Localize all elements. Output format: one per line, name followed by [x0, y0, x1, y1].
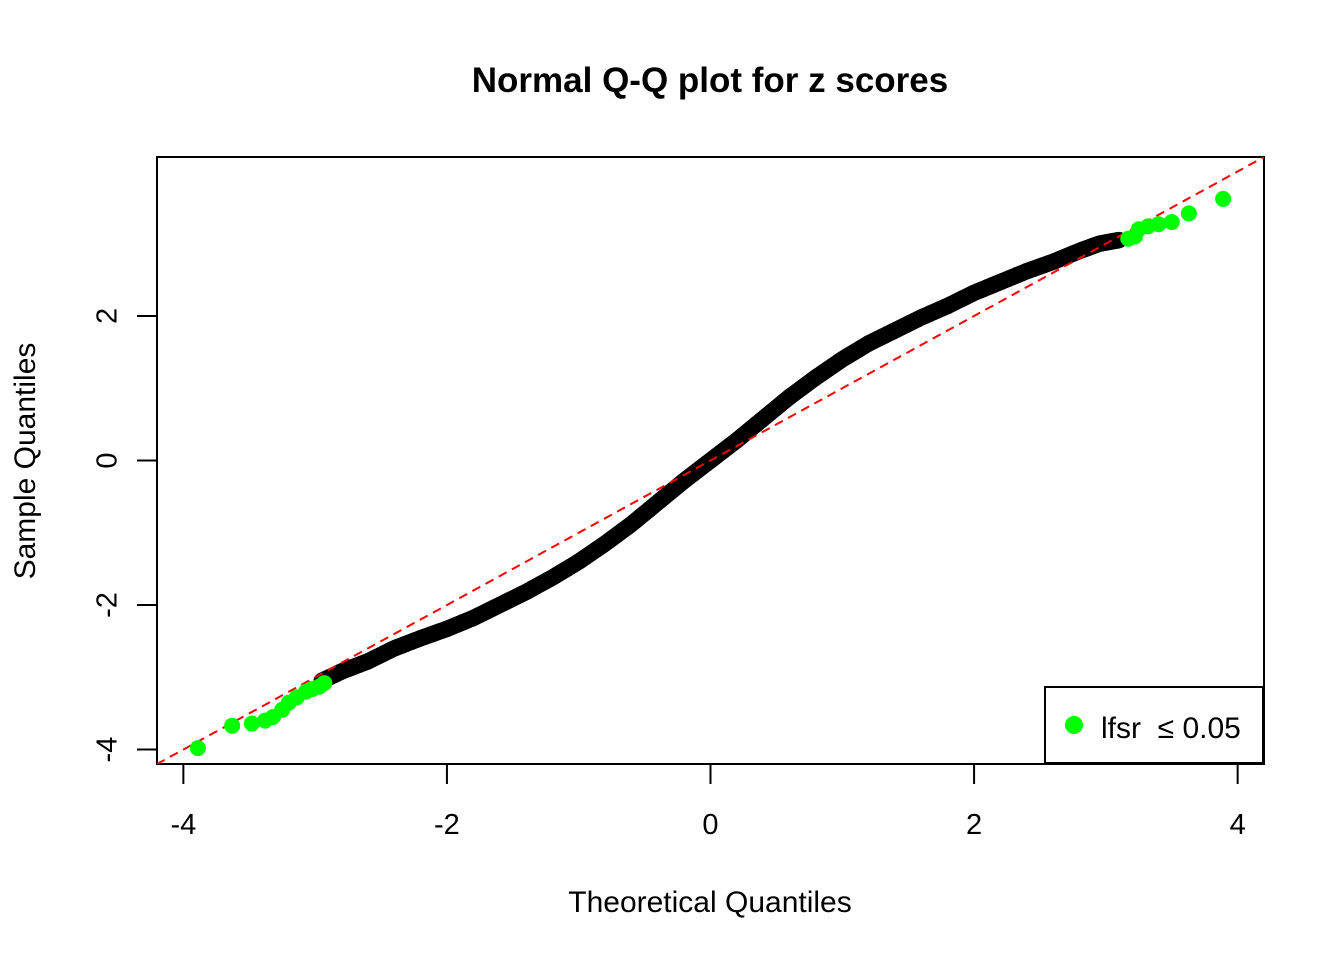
y-tick-label: -4: [92, 737, 124, 763]
y-axis-label: Sample Quantiles: [9, 343, 42, 580]
x-axis-label: Theoretical Quantiles: [568, 886, 851, 919]
legend-label: lfsr ≤ 0.05: [1101, 712, 1241, 745]
series-lfsr-significant: [189, 190, 1232, 757]
significant-point: [189, 740, 206, 757]
x-tick-label: -2: [434, 809, 460, 841]
legend-marker: [1065, 716, 1083, 734]
legend: lfsr ≤ 0.05: [1044, 686, 1264, 764]
y-axis: -4 -2 0 2: [92, 308, 158, 763]
x-tick-label: 4: [1230, 809, 1246, 841]
significant-point: [1163, 214, 1180, 231]
x-tick-label: 2: [966, 809, 982, 841]
y-tick-label: -2: [92, 592, 124, 618]
reference-line: [157, 157, 1264, 764]
x-tick-label: -4: [170, 809, 196, 841]
series-z-scores: [313, 231, 1128, 690]
significant-point: [243, 715, 260, 732]
chart-title: Normal Q-Q plot for z scores: [472, 61, 948, 100]
x-tick-label: 0: [702, 809, 718, 841]
significant-point: [1150, 216, 1167, 233]
y-tick-label: 2: [92, 308, 124, 324]
significant-point: [224, 717, 241, 734]
x-axis: -4 -2 0 2 4: [170, 763, 1246, 841]
significant-point: [1215, 190, 1232, 207]
significant-point: [316, 675, 333, 692]
significant-point: [1180, 205, 1197, 222]
y-tick-label: 0: [92, 452, 124, 468]
